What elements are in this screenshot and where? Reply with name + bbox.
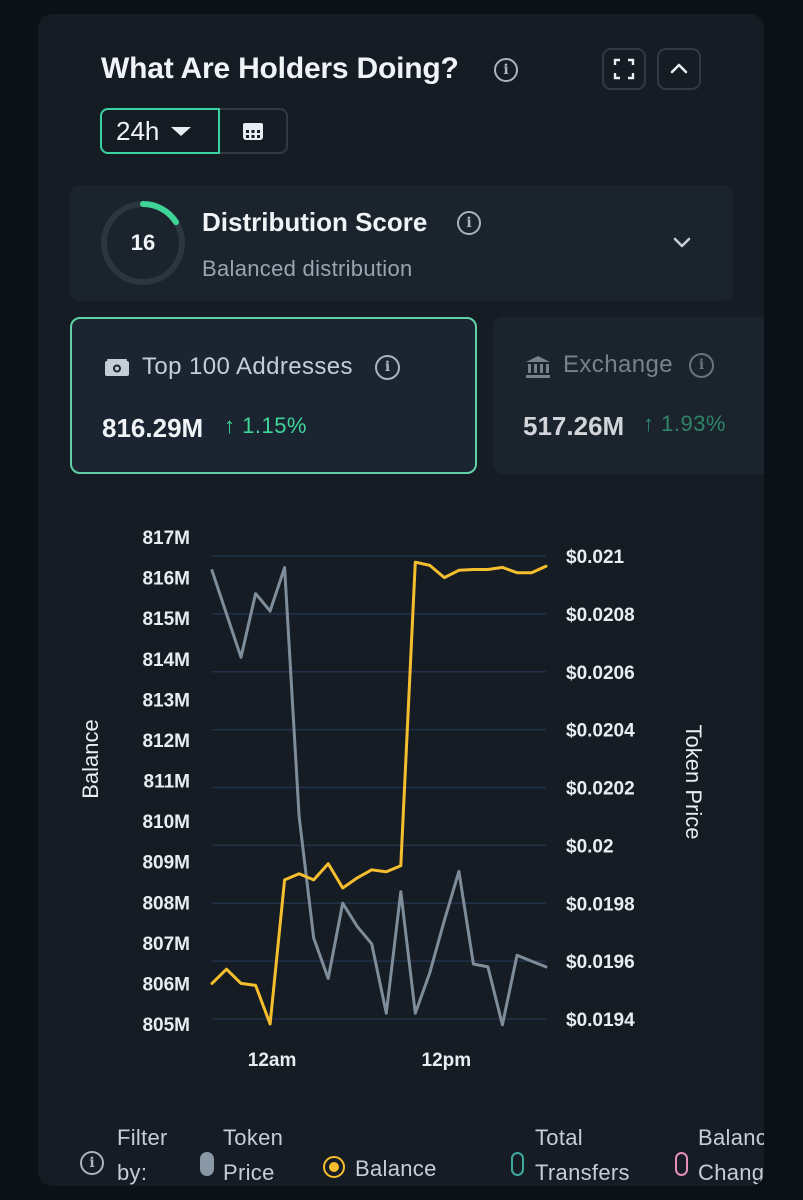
y-tick-label: 810M (142, 812, 190, 833)
filter-item-label-2: Transfers (535, 1160, 630, 1185)
chevron-down-icon[interactable] (670, 230, 694, 254)
y2-tick-label: $0.0208 (566, 605, 635, 626)
y-tick-label: 812M (142, 731, 190, 752)
total-transfers-toggle-icon (511, 1152, 524, 1176)
distribution-subtitle: Balanced distribution (202, 256, 413, 281)
stat-label: Top 100 Addresses (142, 353, 353, 380)
token-price-line (210, 566, 548, 1027)
collapse-button[interactable] (657, 48, 701, 90)
calendar-button[interactable] (220, 108, 288, 154)
y2-tick-label: $0.0204 (566, 721, 635, 742)
time-range-value: 24h (116, 115, 160, 146)
filter-info-icon[interactable]: i (80, 1151, 104, 1175)
y-tick-label: 817M (142, 528, 190, 549)
score-value: 16 (130, 230, 156, 255)
y2-tick-label: $0.0198 (566, 894, 635, 915)
holders-chart: 817M 816M 815M 814M 813M 812M 811M 810M 809M 808M… (78, 528, 706, 1071)
stat-change: ↑ 1.15% (224, 413, 307, 438)
filter-item-label-2: Chang (698, 1160, 764, 1185)
y2-axis-label: Token Price (681, 725, 706, 840)
score-ring (101, 201, 185, 285)
balance-change-toggle-icon (675, 1152, 688, 1176)
holders-widget: What Are Holders Doing? i 24h 16 Dist (38, 14, 764, 1186)
stat-change: ↑ 1.93% (643, 411, 726, 436)
y-tick-label: 815M (142, 609, 190, 630)
filter-item-label-2: Price (223, 1160, 275, 1185)
distribution-title: Distribution Score (202, 207, 428, 237)
stat-value: 816.29M (102, 413, 204, 443)
distribution-info-icon[interactable]: i (457, 211, 481, 235)
filter-item-label: Balance (355, 1156, 437, 1181)
stat-info-icon[interactable]: i (375, 355, 400, 380)
filter-bar: i Filter by: Token Price Balance Total T… (80, 1120, 764, 1186)
distribution-score-card[interactable]: 16 Distribution Score i Balanced distrib… (70, 185, 733, 301)
y2-tick-label: $0.0206 (566, 663, 635, 684)
money-icon (105, 359, 129, 376)
y2-tick-label: $0.021 (566, 547, 625, 568)
y-tick-label: 805M (142, 1015, 190, 1036)
y-tick-label: 814M (142, 650, 190, 671)
filter-item-label: Total (535, 1125, 583, 1150)
bank-icon (526, 356, 550, 378)
chevron-up-icon (670, 63, 688, 74)
fullscreen-button[interactable] (602, 48, 646, 90)
y-tick-label: 808M (142, 893, 190, 914)
calendar-icon (243, 123, 263, 140)
caret-down-icon (171, 126, 192, 136)
filter-item-label: Token (223, 1125, 284, 1150)
y2-tick-label: $0.0202 (566, 779, 635, 800)
widget-title: What Are Holders Doing? (101, 52, 459, 85)
filter-balance-change[interactable]: Balanc Chang (674, 1120, 764, 1186)
y-tick-label: 816M (142, 569, 190, 590)
title-info-icon[interactable]: i (494, 58, 518, 82)
y2-tick-label: $0.0196 (566, 952, 635, 973)
y-tick-label: 811M (144, 772, 190, 793)
x-tick-label: 12pm (422, 1050, 472, 1071)
filter-item-label: Balanc (698, 1125, 764, 1150)
stat-label: Exchange (563, 351, 673, 378)
x-tick-label: 12am (248, 1050, 297, 1071)
y-tick-label: 813M (142, 690, 190, 711)
y2-tick-label: $0.02 (566, 836, 614, 857)
y-tick-label: 809M (142, 853, 190, 874)
y2-tick-label: $0.0194 (566, 1010, 635, 1031)
score-progress-arc (101, 201, 185, 285)
expand-icon (613, 58, 635, 80)
stat-info-icon[interactable]: i (689, 353, 714, 378)
y-tick-label: 807M (142, 934, 190, 955)
stat-value: 517.26M (523, 411, 625, 441)
y-axis-label: Balance (78, 719, 103, 799)
y-tick-label: 806M (142, 974, 190, 995)
balance-line (210, 560, 548, 1026)
balance-radio-icon (323, 1156, 345, 1178)
time-range-dropdown[interactable]: 24h (100, 108, 220, 154)
filter-label: Filter (117, 1125, 168, 1150)
filter-label-2: by: (117, 1160, 148, 1185)
stat-card-exchange[interactable]: Exchange i 517.26M ↑ 1.93% (493, 317, 764, 474)
token-price-toggle-icon (200, 1152, 214, 1176)
stat-card-top100[interactable]: Top 100 Addresses i 816.29M ↑ 1.15% (70, 317, 477, 474)
